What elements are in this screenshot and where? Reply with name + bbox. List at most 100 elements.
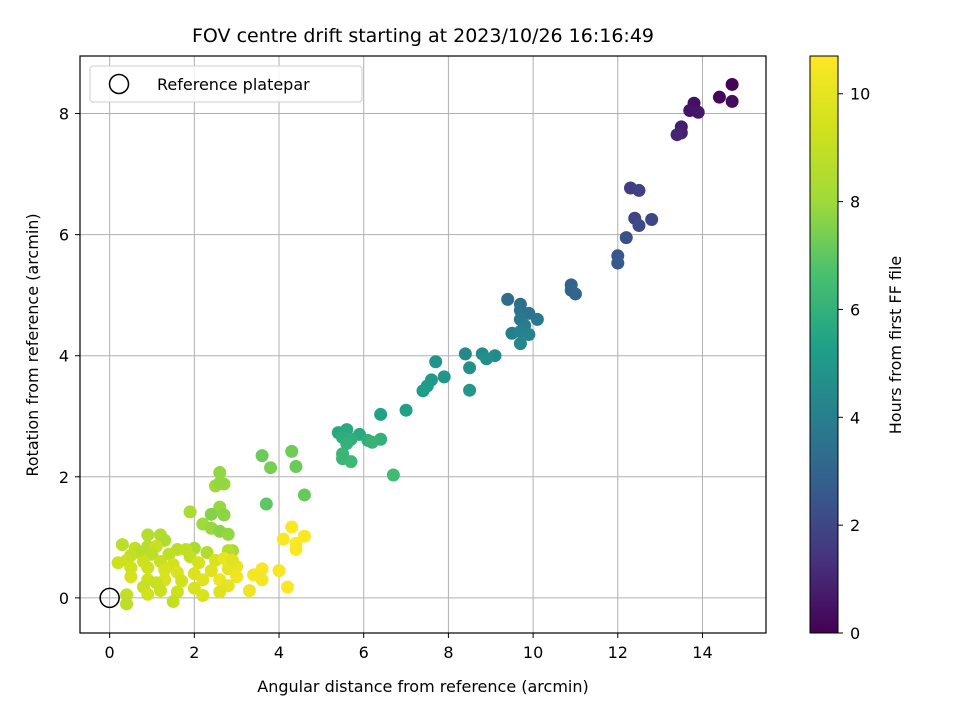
colorbar-tick-label: 6 — [850, 300, 860, 319]
y-tick-label: 6 — [59, 226, 69, 245]
data-point — [170, 585, 184, 599]
data-point — [399, 403, 413, 417]
data-point — [568, 287, 582, 301]
data-point — [340, 436, 354, 450]
legend: Reference platepar — [89, 65, 363, 103]
data-point — [458, 347, 472, 361]
data-point — [120, 588, 134, 602]
data-point — [196, 573, 210, 587]
data-point — [187, 581, 201, 595]
data-point — [365, 435, 379, 449]
data-point — [691, 105, 705, 119]
data-point — [374, 407, 388, 421]
data-point — [183, 505, 197, 519]
data-point — [522, 328, 536, 342]
x-tick-label: 12 — [608, 643, 628, 662]
data-point — [632, 183, 646, 197]
x-tick-label: 10 — [523, 643, 543, 662]
plot-frame — [79, 55, 767, 634]
data-point — [712, 90, 726, 104]
colorbar-label: Hours from first FF file — [886, 256, 905, 435]
data-point — [213, 585, 227, 599]
data-point — [242, 584, 256, 598]
data-point — [213, 466, 227, 480]
data-point — [463, 383, 477, 397]
data-point — [289, 459, 303, 473]
data-point — [217, 508, 231, 522]
data-point — [276, 532, 290, 546]
grid — [80, 56, 766, 633]
colorbar-tick-label: 2 — [850, 516, 860, 535]
data-point — [230, 570, 244, 584]
x-tick-label: 8 — [443, 643, 453, 662]
colorbar-gradient — [809, 55, 839, 634]
data-point — [149, 576, 163, 590]
x-tick-label: 0 — [105, 643, 115, 662]
y-tick-label: 2 — [59, 468, 69, 487]
data-point — [141, 561, 155, 575]
data-point — [141, 528, 155, 542]
data-point — [192, 556, 206, 570]
data-point — [344, 455, 358, 469]
data-point — [611, 256, 625, 270]
data-point — [141, 587, 155, 601]
data-point — [124, 561, 138, 575]
data-point — [285, 444, 299, 458]
data-point — [255, 573, 269, 587]
colorbar-tick-label: 0 — [850, 624, 860, 643]
data-point — [124, 570, 138, 584]
data-point — [145, 547, 159, 561]
data-point — [221, 527, 235, 541]
colorbar-tick-label: 4 — [850, 408, 860, 427]
data-point — [463, 361, 477, 375]
data-point — [264, 461, 278, 475]
data-point — [111, 556, 125, 570]
chart-title: FOV centre drift starting at 2023/10/26 … — [192, 25, 654, 47]
y-axis-label: Rotation from reference (arcmin) — [23, 213, 42, 476]
data-point — [645, 212, 659, 226]
x-tick-label: 4 — [274, 643, 284, 662]
legend-marker — [108, 73, 130, 95]
data-point — [115, 538, 129, 552]
data-point — [158, 563, 172, 577]
x-axis-label: Angular distance from reference (arcmin) — [257, 677, 588, 696]
data-point — [670, 128, 684, 142]
data-point — [175, 574, 189, 588]
reference-platepar-marker — [99, 587, 120, 609]
data-point — [255, 562, 269, 576]
colorbar: 0 2 4 6 8 10 Hours from first FF file — [809, 55, 905, 643]
data-point — [297, 529, 311, 543]
x-tick-label: 6 — [359, 643, 369, 662]
data-point — [259, 497, 273, 511]
data-point — [196, 588, 210, 602]
x-tick-label: 2 — [189, 643, 199, 662]
data-point — [166, 595, 180, 609]
data-point — [289, 542, 303, 556]
axis-ticks: 0 2 4 6 8 10 12 14 0 2 4 6 8 — [59, 105, 713, 662]
data-point — [632, 219, 646, 233]
data-point — [255, 449, 269, 463]
data-point — [530, 312, 544, 326]
colorbar-tick-label: 10 — [850, 85, 870, 104]
data-point — [501, 292, 515, 306]
data-point — [619, 231, 633, 245]
data-point — [225, 553, 239, 567]
colorbar-ticks: 0 2 4 6 8 10 — [838, 85, 870, 643]
data-point — [285, 520, 299, 534]
y-tick-label: 4 — [59, 347, 69, 366]
data-point — [272, 564, 286, 578]
y-tick-label: 8 — [59, 105, 69, 124]
data-point — [200, 545, 214, 559]
data-point — [429, 355, 443, 369]
colorbar-tick-label: 8 — [850, 193, 860, 212]
data-point — [204, 507, 218, 521]
data-point — [513, 337, 527, 351]
data-point — [297, 488, 311, 502]
data-point — [280, 580, 294, 594]
data-point — [725, 77, 739, 91]
data-point — [416, 384, 430, 398]
data-point — [725, 94, 739, 108]
data-point — [213, 476, 227, 490]
